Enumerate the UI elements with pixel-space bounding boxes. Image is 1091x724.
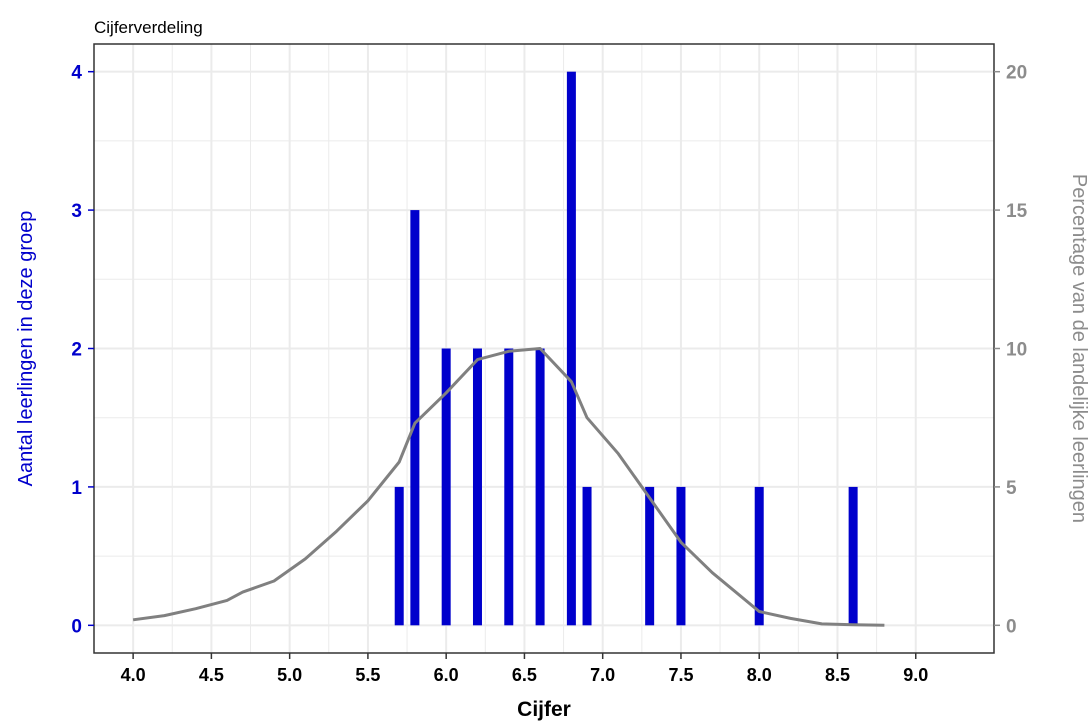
bar [410,210,420,626]
bar [504,348,514,626]
y-right-tick-label: 5 [1006,478,1017,499]
y-left-tick-label: 0 [71,616,82,637]
bar [848,486,858,626]
bar-series [394,71,858,626]
bar [441,348,451,626]
bar [566,71,576,626]
x-tick-label: 5.5 [355,665,380,685]
bar [582,486,592,626]
x-tick-label: 6.5 [512,665,537,685]
x-tick-label: 7.5 [668,665,693,685]
x-tick-label: 8.0 [747,665,772,685]
y-right-tick-label: 20 [1006,63,1027,84]
y-axis-right-ticks: 0 5 10 15 20 [994,63,1028,637]
x-tick-label: 8.5 [825,665,850,685]
y-axis-left-label: Aantal leerlingen in deze groep [15,211,37,487]
y-right-tick-label: 10 [1006,340,1027,361]
y-axis-left-ticks: 0 1 2 3 4 [71,63,94,637]
y-left-tick-label: 2 [71,340,82,361]
bar [394,486,404,626]
bar [676,486,686,626]
x-tick-label: 9.0 [903,665,928,685]
bar [645,486,655,626]
line-path [132,347,885,627]
y-right-tick-label: 15 [1006,201,1028,222]
x-tick-label: 4.5 [199,665,224,685]
y-left-tick-label: 3 [71,201,82,222]
bar [754,486,764,626]
x-tick-label: 5.0 [277,665,302,685]
x-axis-ticks: 4.0 4.5 5.0 5.5 6.0 6.5 7.0 7.5 8.0 8.5 9.0 [121,653,928,685]
x-tick-label: 7.0 [590,665,615,685]
line-series [132,347,885,627]
x-axis-label: Cijfer [517,698,571,721]
chart-title: Cijferverdeling [94,18,203,37]
y-right-tick-label: 0 [1006,616,1017,637]
bar [472,348,482,626]
y-left-tick-label: 1 [71,478,82,499]
y-axis-right-label: Percentage van de landelijke leerlingen [1068,174,1090,523]
y-left-tick-label: 4 [71,63,82,84]
x-tick-label: 4.0 [121,665,146,685]
bar [535,348,545,626]
x-tick-label: 6.0 [434,665,459,685]
